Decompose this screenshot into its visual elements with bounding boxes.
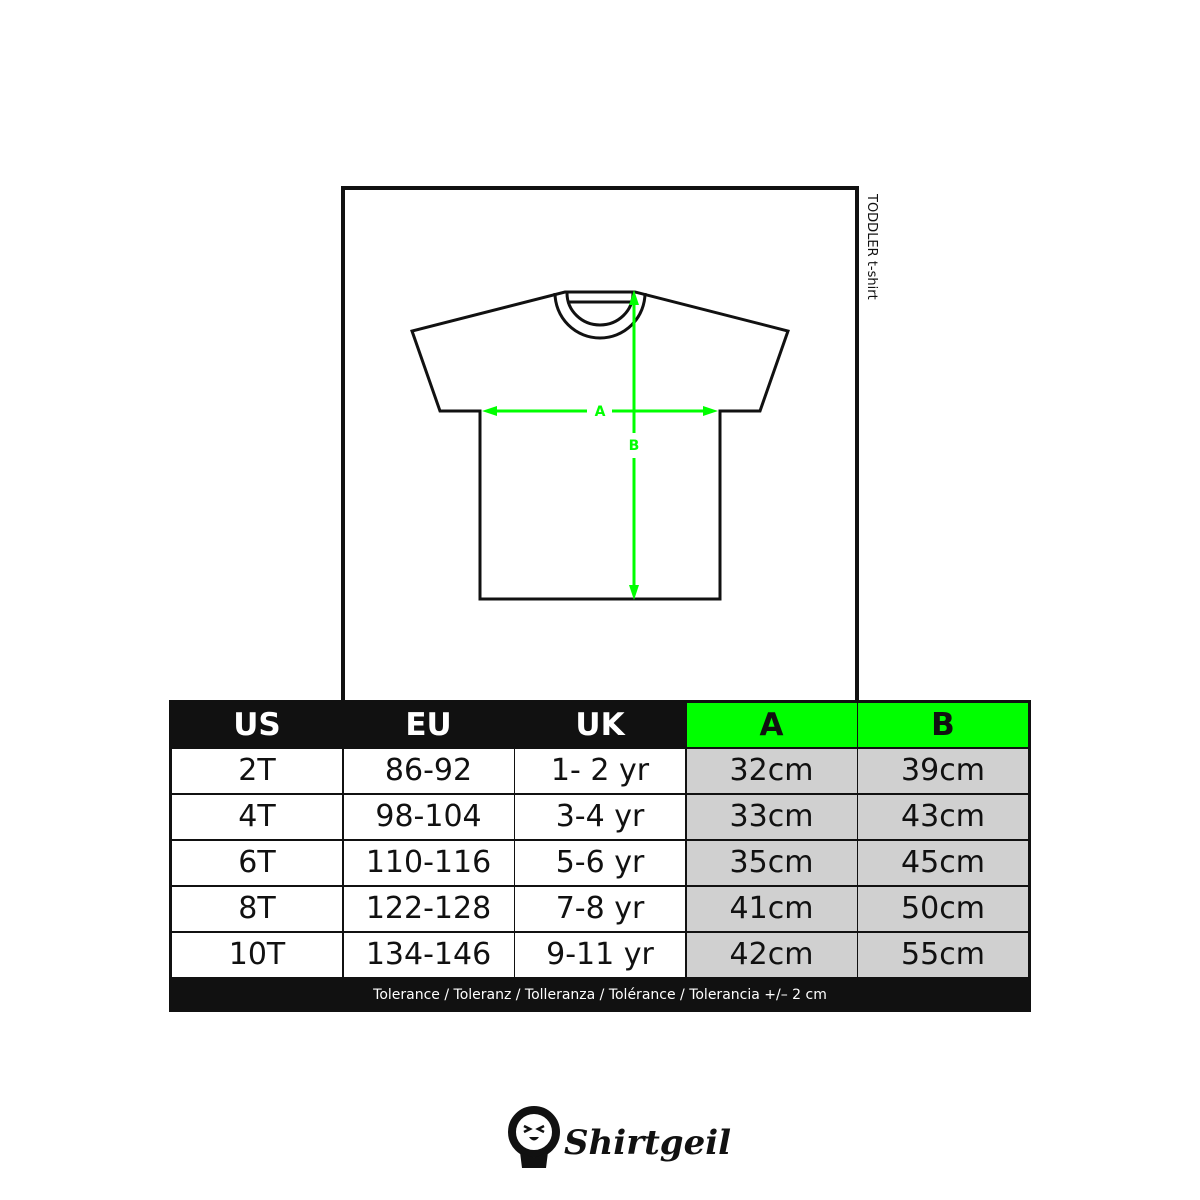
table-cell: 4T <box>172 794 342 839</box>
measure-a-label: A <box>595 404 606 420</box>
table-cell: 33cm <box>686 794 857 839</box>
measure-b-arrow <box>629 290 639 600</box>
diagram-frame <box>341 186 859 710</box>
table-cell: 8T <box>172 886 342 931</box>
table-cell: 45cm <box>858 840 1028 885</box>
table-cell: 5-6 yr <box>515 840 685 885</box>
table-cell: 35cm <box>686 840 857 885</box>
table-cell: 42cm <box>686 932 857 977</box>
table-cell: 2T <box>172 748 342 793</box>
table-cell: 43cm <box>858 794 1028 839</box>
table-cell: 50cm <box>858 886 1028 931</box>
size-table-grid: US EU UK A B 2T 86-92 1- 2 yr 32cm 39cm 4T 98-104 3-… <box>172 703 1028 977</box>
table-cell: 32cm <box>686 748 857 793</box>
table-cell: 3-4 yr <box>515 794 685 839</box>
column-header-eu: EU <box>343 703 514 747</box>
column-header-b: B <box>858 703 1028 747</box>
size-table: US EU UK A B 2T 86-92 1- 2 yr 32cm 39cm 4T 98-104 3-… <box>169 700 1031 1012</box>
table-cell: 41cm <box>686 886 857 931</box>
measure-a-arrow <box>482 406 718 416</box>
tshirt-outline <box>410 290 790 601</box>
tshirt-collar <box>553 292 647 340</box>
brand-name: Shirtgeil <box>564 1123 732 1163</box>
table-cell: 134-146 <box>343 932 514 977</box>
table-cell: 39cm <box>858 748 1028 793</box>
tshirt-diagram: A B <box>410 290 790 601</box>
table-cell: 122-128 <box>343 886 514 931</box>
table-cell: 9-11 yr <box>515 932 685 977</box>
measure-b-label: B <box>629 438 640 454</box>
table-cell: 55cm <box>858 932 1028 977</box>
table-cell: 6T <box>172 840 342 885</box>
product-type-label: TODDLER t-shirt <box>864 194 879 300</box>
table-cell: 1- 2 yr <box>515 748 685 793</box>
column-header-a: A <box>686 703 857 747</box>
table-cell: 86-92 <box>343 748 514 793</box>
brand-logo: Shirtgeil <box>506 1106 731 1170</box>
table-cell: 98-104 <box>343 794 514 839</box>
table-cell: 110-116 <box>343 840 514 885</box>
mascot-icon <box>508 1106 560 1168</box>
table-cell: 7-8 yr <box>515 886 685 931</box>
tolerance-note: Tolerance / Toleranz / Tolleranza / Tolé… <box>373 986 827 1003</box>
column-header-uk: UK <box>515 703 685 747</box>
column-header-us: US <box>172 703 342 747</box>
table-cell: 10T <box>172 932 342 977</box>
